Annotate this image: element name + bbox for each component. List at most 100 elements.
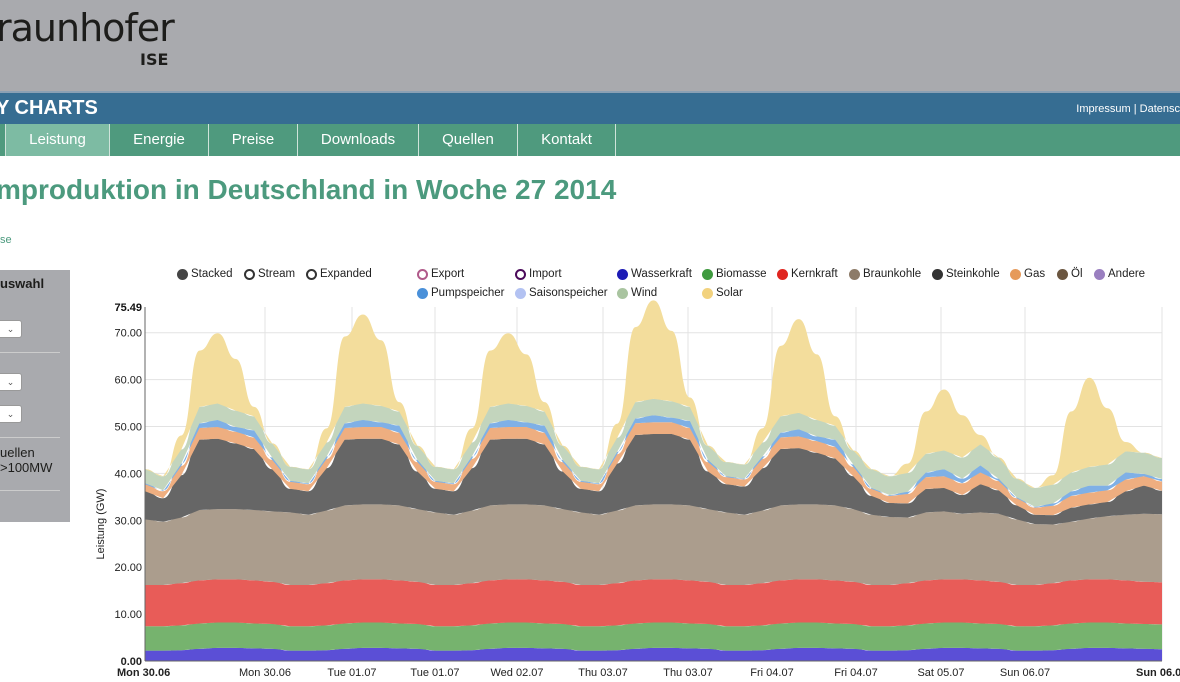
main-nav: Leistung Energie Preise Downloads Quelle… [0, 124, 1180, 156]
chevron-down-icon: ⌄ [6, 409, 15, 419]
legend-kernkraft[interactable]: Kernkraft [777, 268, 838, 280]
legend-kernkraft-marker-icon [777, 268, 788, 280]
site-header: raunhofer ISE [0, 0, 1180, 91]
y-tick-label: 60.00 [114, 375, 142, 387]
y-axis-label: Leistung (GW) [95, 489, 107, 560]
x-tick-label: Tue 01.07 [410, 667, 459, 679]
legend-label: Andere [1108, 268, 1146, 280]
tab-preise[interactable]: Preise [209, 124, 298, 156]
legend-label: Biomasse [716, 268, 767, 280]
impressum-links[interactable]: Impressum | Datensc [1076, 103, 1180, 115]
mode-stream-marker-icon [244, 268, 255, 280]
legend-wasserkraft[interactable]: Wasserkraft [617, 268, 692, 280]
legend-label: Solar [716, 287, 743, 299]
tab-leistung[interactable]: Leistung [6, 124, 110, 156]
select-2[interactable]: ⌄ [0, 373, 22, 391]
x-tick-label: Thu 03.07 [663, 667, 713, 679]
brand-title[interactable]: Y CHARTS [0, 97, 98, 119]
page-title: mproduktion in Deutschland in Woche 27 2… [0, 174, 617, 205]
legend-label: Kernkraft [791, 268, 838, 280]
x-tick-label: Mon 30.06 [239, 667, 291, 679]
breadcrumb-link[interactable]: se [0, 234, 12, 246]
area-braunkohle [145, 504, 1162, 586]
legend-export-marker-icon [417, 268, 428, 280]
y-tick-label: 0.00 [121, 656, 142, 668]
legend-label: Steinkohle [946, 268, 1000, 280]
legend-gas[interactable]: Gas [1010, 268, 1045, 280]
y-tick-label: 20.00 [114, 562, 142, 574]
x-tick-label: Sun 06.07 [1000, 667, 1050, 679]
tab-hidden[interactable] [0, 124, 6, 156]
y-tick-label: 70.00 [114, 328, 142, 340]
mode-stream[interactable]: Stream [244, 268, 295, 280]
legend-steinkohle-marker-icon [932, 268, 943, 280]
chevron-down-icon: ⌄ [6, 324, 15, 334]
y-max-label: 75.49 [114, 302, 142, 314]
select-1[interactable]: ⌄ [0, 320, 22, 338]
legend-label: Stacked [191, 268, 233, 280]
fraunhofer-logo[interactable]: raunhofer [0, 6, 175, 50]
mode-stacked[interactable]: Stacked [177, 268, 233, 280]
legend-label: Stream [258, 268, 296, 280]
tab-quellen[interactable]: Quellen [419, 124, 518, 156]
legend-ol[interactable]: Öl [1057, 268, 1083, 280]
area-steinkohle [145, 434, 1162, 525]
legend-saisonspeicher-marker-icon [515, 287, 526, 299]
legend-label: Öl [1071, 268, 1083, 280]
y-tick-label: 30.00 [114, 515, 142, 527]
selection-panel: uswahl ⌄ ⌄ ⌄ uellen >100MW [0, 270, 70, 522]
threshold-option[interactable]: >100MW [0, 460, 53, 475]
brand-bar: Y CHARTS Impressum | Datensc [0, 91, 1180, 124]
legend-saisonspeicher[interactable]: Saisonspeicher [515, 287, 608, 299]
x-tick-label: Mon 30.06 [117, 667, 170, 679]
legend-label: Expanded [320, 268, 372, 280]
tab-kontakt[interactable]: Kontakt [518, 124, 616, 156]
legend-label: Wind [631, 287, 658, 299]
legend-wind[interactable]: Wind [617, 287, 657, 299]
tab-downloads[interactable]: Downloads [298, 124, 419, 156]
x-tick-label: Sun 06.07 [1136, 667, 1180, 679]
chevron-down-icon: ⌄ [6, 377, 15, 387]
area-biomasse [145, 622, 1162, 651]
legend-label: Saisonspeicher [529, 287, 608, 299]
legend-solar[interactable]: Solar [702, 287, 743, 299]
legend-biomasse[interactable]: Biomasse [702, 268, 767, 280]
x-tick-label: Wed 02.07 [490, 667, 543, 679]
legend-pumpspeicher[interactable]: Pumpspeicher [417, 287, 505, 299]
legend-biomasse-marker-icon [702, 268, 713, 280]
y-tick-label: 50.00 [114, 422, 142, 434]
legend-braunkohle-marker-icon [849, 268, 860, 280]
legend-import[interactable]: Import [515, 268, 562, 280]
logo-subtitle: ISE [140, 50, 169, 69]
legend-wasserkraft-marker-icon [617, 268, 628, 280]
legend-export[interactable]: Export [417, 268, 464, 280]
divider [0, 490, 60, 491]
legend-steinkohle[interactable]: Steinkohle [932, 268, 1000, 280]
tab-energie[interactable]: Energie [110, 124, 209, 156]
legend-label: Import [529, 268, 562, 280]
sources-option[interactable]: uellen [0, 445, 35, 460]
mode-expanded[interactable]: Expanded [306, 268, 372, 280]
x-tick-label: Sat 05.07 [917, 667, 964, 679]
stacked-area-chart: 0.00 10.00 20.00 30.00 40.00 50.00 60.00 70.00 7… [95, 300, 1180, 679]
legend-gas-marker-icon [1010, 268, 1021, 280]
legend-label: Export [431, 268, 465, 280]
legend-andere-marker-icon [1094, 268, 1105, 280]
legend-label: Pumpspeicher [431, 287, 505, 299]
legend-pumpspeicher-marker-icon [417, 287, 428, 299]
legend-solar-marker-icon [702, 287, 713, 299]
legend-import-marker-icon [515, 268, 526, 280]
legend-label: Gas [1024, 268, 1046, 280]
area-wasserkraft [145, 647, 1162, 661]
area-kernkraft [145, 579, 1162, 627]
divider [0, 352, 60, 353]
x-tick-label: Tue 01.07 [327, 667, 376, 679]
panel-heading: uswahl [0, 276, 45, 291]
area-gas [145, 422, 1162, 516]
legend-braunkohle[interactable]: Braunkohle [849, 268, 921, 280]
mode-expanded-marker-icon [306, 268, 317, 280]
select-3[interactable]: ⌄ [0, 405, 22, 423]
x-tick-label: Fri 04.07 [834, 667, 877, 679]
legend-wind-marker-icon [617, 287, 628, 299]
legend-andere[interactable]: Andere [1094, 268, 1145, 280]
